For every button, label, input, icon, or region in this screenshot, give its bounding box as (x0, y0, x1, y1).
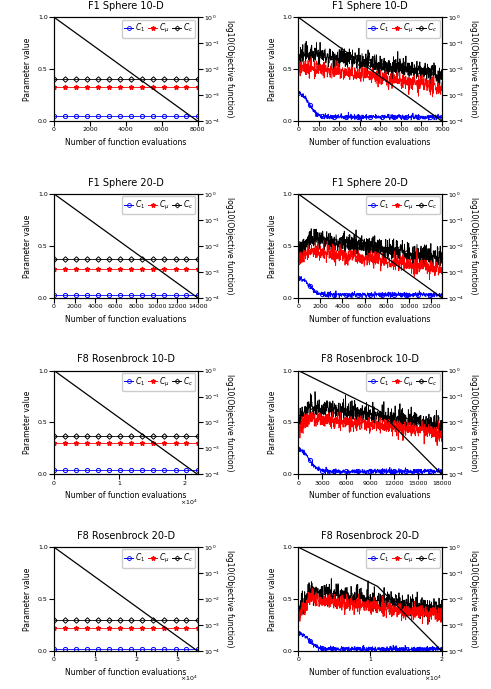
Legend: $C_1$, $C_\mu$, $C_c$: $C_1$, $C_\mu$, $C_c$ (366, 19, 439, 38)
Legend: $C_1$, $C_\mu$, $C_c$: $C_1$, $C_\mu$, $C_c$ (366, 373, 439, 391)
Y-axis label: Parameter value: Parameter value (24, 37, 32, 101)
Title: F8 Rosenbrock 10-D: F8 Rosenbrock 10-D (321, 354, 419, 364)
Title: F8 Rosenbrock 20-D: F8 Rosenbrock 20-D (77, 531, 175, 541)
Y-axis label: Parameter value: Parameter value (268, 391, 277, 454)
Title: F8 Rosenbrock 10-D: F8 Rosenbrock 10-D (77, 354, 175, 364)
Legend: $C_1$, $C_\mu$, $C_c$: $C_1$, $C_\mu$, $C_c$ (366, 196, 439, 214)
Y-axis label: Parameter value: Parameter value (268, 37, 277, 101)
Y-axis label: log10(Objective function): log10(Objective function) (469, 551, 478, 648)
Y-axis label: log10(Objective function): log10(Objective function) (225, 197, 234, 295)
Y-axis label: log10(Objective function): log10(Objective function) (225, 21, 234, 118)
Title: F1 Sphere 20-D: F1 Sphere 20-D (88, 178, 164, 187)
Text: $\times 10^4$: $\times 10^4$ (424, 674, 442, 683)
Legend: $C_1$, $C_\mu$, $C_c$: $C_1$, $C_\mu$, $C_c$ (122, 196, 195, 214)
Y-axis label: log10(Objective function): log10(Objective function) (469, 373, 478, 471)
Legend: $C_1$, $C_\mu$, $C_c$: $C_1$, $C_\mu$, $C_c$ (122, 550, 195, 568)
X-axis label: Number of function evaluations: Number of function evaluations (309, 315, 431, 324)
Title: F8 Rosenbrock 20-D: F8 Rosenbrock 20-D (321, 531, 419, 541)
Y-axis label: log10(Objective function): log10(Objective function) (469, 21, 478, 118)
X-axis label: Number of function evaluations: Number of function evaluations (65, 491, 187, 500)
Y-axis label: log10(Objective function): log10(Objective function) (225, 373, 234, 471)
Title: F1 Sphere 10-D: F1 Sphere 10-D (88, 1, 164, 11)
Legend: $C_1$, $C_\mu$, $C_c$: $C_1$, $C_\mu$, $C_c$ (366, 550, 439, 568)
Legend: $C_1$, $C_\mu$, $C_c$: $C_1$, $C_\mu$, $C_c$ (122, 19, 195, 38)
Title: F1 Sphere 10-D: F1 Sphere 10-D (332, 1, 408, 11)
Y-axis label: Parameter value: Parameter value (268, 214, 277, 278)
Y-axis label: Parameter value: Parameter value (268, 568, 277, 631)
Y-axis label: log10(Objective function): log10(Objective function) (469, 197, 478, 295)
Text: $\times 10^4$: $\times 10^4$ (180, 674, 198, 683)
Y-axis label: Parameter value: Parameter value (24, 391, 32, 454)
X-axis label: Number of function evaluations: Number of function evaluations (65, 315, 187, 324)
Y-axis label: log10(Objective function): log10(Objective function) (225, 551, 234, 648)
Y-axis label: Parameter value: Parameter value (24, 568, 32, 631)
X-axis label: Number of function evaluations: Number of function evaluations (65, 668, 187, 677)
Y-axis label: Parameter value: Parameter value (24, 214, 32, 278)
Title: F1 Sphere 20-D: F1 Sphere 20-D (332, 178, 408, 187)
Text: $\times 10^4$: $\times 10^4$ (180, 497, 198, 506)
X-axis label: Number of function evaluations: Number of function evaluations (309, 668, 431, 677)
X-axis label: Number of function evaluations: Number of function evaluations (309, 138, 431, 147)
X-axis label: Number of function evaluations: Number of function evaluations (309, 491, 431, 500)
Legend: $C_1$, $C_\mu$, $C_c$: $C_1$, $C_\mu$, $C_c$ (122, 373, 195, 391)
X-axis label: Number of function evaluations: Number of function evaluations (65, 138, 187, 147)
